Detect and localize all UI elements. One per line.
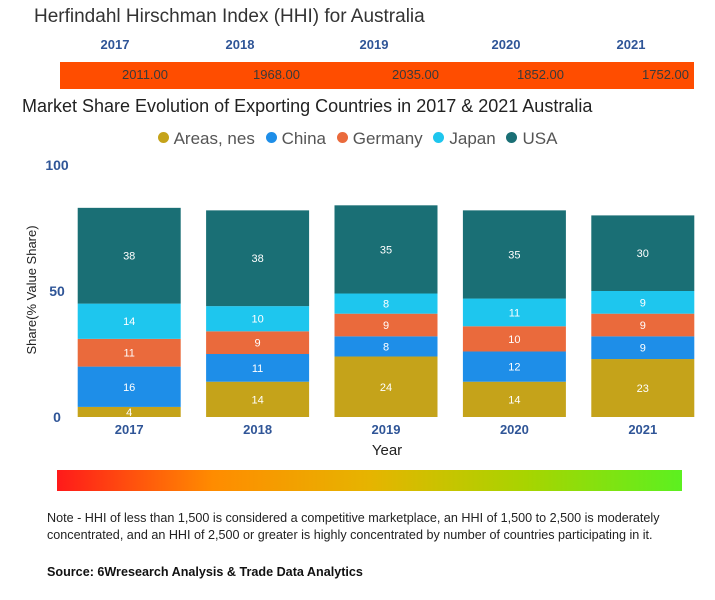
- legend-item-germany: Germany: [336, 129, 423, 149]
- data-label-japan-2019: 8: [383, 299, 389, 311]
- legend-label-germany: Germany: [352, 129, 423, 148]
- hhi-value-2017: 2011.00: [121, 67, 168, 82]
- hhi-gradient-scale: [57, 470, 682, 491]
- source-line: Source: 6Wresearch Analysis & Trade Data…: [47, 565, 363, 579]
- hhi-year-2019: 2019: [359, 37, 389, 52]
- data-label-china-2018: 11: [252, 363, 263, 375]
- hhi-value-2020: 1852.00: [517, 67, 564, 82]
- bar-japan-2018: [206, 306, 310, 332]
- data-label-usa-2021: 30: [637, 248, 649, 260]
- legend-item-areas-nes: Areas, nes: [157, 129, 255, 149]
- bar-germany-2020: [462, 326, 566, 352]
- data-label-germany-2021: 9: [640, 320, 646, 332]
- data-label-japan-2021: 9: [640, 297, 646, 309]
- hhi-value-2018: 1968.00: [253, 67, 300, 82]
- hhi-bar: [60, 62, 694, 89]
- x-axis-label: Year: [372, 442, 402, 459]
- bar-china-2018: [206, 354, 310, 382]
- bar-usa-2017: [77, 207, 181, 304]
- bar-japan-2021: [591, 291, 695, 314]
- bar-japan-2020: [462, 298, 566, 327]
- bar-areas-nes-2021: [591, 359, 695, 417]
- hhi-year-2017: 2017: [100, 37, 130, 52]
- bar-china-2017: [77, 366, 181, 407]
- bar-japan-2017: [77, 303, 181, 339]
- data-label-areas-nes-2019: 24: [380, 382, 392, 394]
- data-label-china-2019: 8: [383, 341, 389, 353]
- bar-usa-2019: [334, 205, 438, 294]
- hhi-value-2021: 1752.00: [642, 67, 689, 82]
- hhi-title: Herfindahl Hirschman Index (HHI) for Aus…: [34, 6, 425, 27]
- bar-japan-2019: [334, 293, 438, 314]
- bar-germany-2018: [206, 331, 310, 354]
- bar-china-2021: [591, 336, 695, 360]
- y-axis-label: Share(% Value Share): [24, 225, 39, 354]
- data-label-usa-2018: 38: [251, 253, 263, 265]
- hhi-year-2018: 2018: [225, 37, 255, 52]
- data-label-japan-2018: 10: [251, 314, 263, 326]
- legend-swatch-germany: [336, 132, 348, 143]
- data-label-areas-nes-2017: 4: [126, 407, 132, 419]
- data-label-japan-2020: 11: [509, 307, 520, 319]
- data-label-usa-2019: 35: [380, 244, 392, 256]
- data-label-china-2017: 16: [123, 382, 135, 394]
- legend-item-japan: Japan: [433, 129, 496, 149]
- legend-label-japan: Japan: [449, 129, 496, 148]
- legend-swatch-china: [265, 132, 277, 143]
- data-label-areas-nes-2020: 14: [508, 394, 520, 406]
- hhi-year-2020: 2020: [491, 37, 521, 52]
- chart-title: Market Share Evolution of Exporting Coun…: [22, 96, 593, 116]
- data-label-usa-2017: 38: [123, 251, 135, 263]
- legend-swatch-usa: [506, 132, 518, 143]
- footnote: Note - HHI of less than 1,500 is conside…: [47, 511, 660, 542]
- data-label-usa-2020: 35: [508, 249, 520, 261]
- legend-label-china: China: [281, 129, 326, 148]
- legend-item-usa: USA: [506, 129, 557, 149]
- x-tick-2021: 2021: [628, 422, 657, 437]
- bar-usa-2018: [206, 210, 310, 307]
- x-ticks: 2017 2018 2019 2020 2021: [115, 422, 658, 437]
- bar-group: 4 16 11 14 38 14 11 9 10 38 24 8 9 8 35 14 12 10 11 35 23 9 9 9…: [77, 205, 695, 419]
- y-tick-50: 50: [49, 283, 65, 299]
- bar-areas-nes-2020: [462, 381, 566, 417]
- stacked-bar-chart: 0 50 100 Share(% Value Share) Year 4 16 11…: [24, 157, 695, 459]
- data-label-japan-2017: 14: [123, 316, 135, 328]
- bar-germany-2021: [591, 313, 695, 337]
- x-tick-2019: 2019: [372, 422, 401, 437]
- bar-china-2019: [334, 336, 438, 357]
- y-tick-0: 0: [53, 409, 61, 425]
- bar-germany-2017: [77, 338, 181, 367]
- x-tick-2017: 2017: [115, 422, 144, 437]
- data-label-areas-nes-2021: 23: [637, 383, 649, 395]
- bar-china-2020: [462, 351, 566, 382]
- bar-areas-nes-2017: [77, 406, 181, 417]
- x-tick-2018: 2018: [243, 422, 272, 437]
- bar-areas-nes-2019: [334, 356, 438, 417]
- data-label-germany-2017: 11: [123, 348, 134, 360]
- data-label-china-2020: 12: [508, 362, 520, 374]
- bar-areas-nes-2018: [206, 381, 310, 417]
- data-label-areas-nes-2018: 14: [251, 394, 263, 406]
- data-label-germany-2018: 9: [255, 338, 261, 350]
- legend-swatch-japan: [433, 132, 445, 143]
- hhi-year-2021: 2021: [616, 37, 646, 52]
- bar-germany-2019: [334, 313, 438, 337]
- legend-label-usa: USA: [522, 129, 558, 148]
- bar-usa-2021: [591, 215, 695, 291]
- data-label-china-2021: 9: [640, 343, 646, 355]
- legend-label-areas-nes: Areas, nes: [173, 129, 255, 148]
- x-tick-2020: 2020: [500, 422, 529, 437]
- data-label-germany-2020: 10: [508, 334, 520, 346]
- chart-legend: Areas, nes China Germany Japan USA: [0, 129, 715, 149]
- bar-usa-2020: [462, 210, 566, 299]
- hhi-value-2019: 2035.00: [392, 67, 439, 82]
- legend-item-china: China: [265, 129, 326, 149]
- legend-swatch-areas-nes: [157, 132, 169, 143]
- data-label-germany-2019: 9: [383, 320, 389, 332]
- y-tick-100: 100: [45, 157, 69, 173]
